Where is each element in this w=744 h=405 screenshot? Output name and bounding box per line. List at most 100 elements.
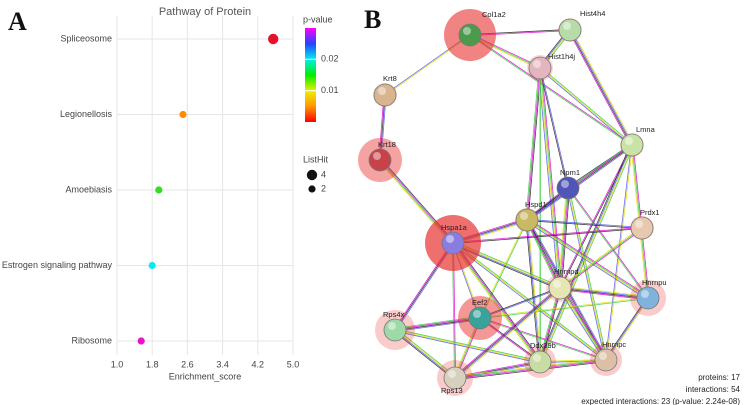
edge xyxy=(538,287,560,362)
node-label: Rps13 xyxy=(441,386,463,395)
node xyxy=(594,348,618,372)
node xyxy=(458,23,482,47)
edge xyxy=(605,297,649,361)
x-tick-label: 4.2 xyxy=(252,359,265,369)
edge xyxy=(527,219,643,228)
edge xyxy=(606,145,633,361)
edge xyxy=(539,68,632,147)
edge xyxy=(479,318,606,361)
panel-label: B xyxy=(364,5,381,34)
edge xyxy=(395,329,456,378)
node xyxy=(468,306,492,330)
edge xyxy=(540,67,569,188)
edge xyxy=(559,288,606,361)
legend-marker xyxy=(308,185,316,193)
edge xyxy=(525,67,540,220)
node-shine xyxy=(520,212,528,220)
edge xyxy=(560,145,633,289)
y-tick-label: Legionellosis xyxy=(60,109,113,119)
node xyxy=(528,56,552,80)
edge xyxy=(394,330,455,379)
edge xyxy=(540,145,633,363)
point xyxy=(268,33,279,45)
node-shine xyxy=(553,280,561,288)
edge xyxy=(526,220,642,229)
network-stat: interactions: 54 xyxy=(686,385,741,394)
point xyxy=(179,110,187,119)
x-tick-label: 2.6 xyxy=(181,359,194,369)
edge xyxy=(560,285,649,297)
edge xyxy=(453,286,560,378)
edge xyxy=(455,360,607,379)
edge xyxy=(526,220,648,299)
node xyxy=(441,231,465,255)
edge xyxy=(561,286,608,360)
edge xyxy=(480,317,607,360)
edge xyxy=(455,288,562,380)
node-shine xyxy=(448,370,456,378)
node xyxy=(548,276,572,300)
node-label: Hist1h4j xyxy=(548,52,575,61)
edge xyxy=(540,288,562,363)
edge xyxy=(541,67,563,288)
node xyxy=(515,208,539,232)
edge xyxy=(559,187,568,288)
edge xyxy=(539,144,632,362)
node-label: Col1a2 xyxy=(482,10,506,19)
edge xyxy=(541,145,634,363)
legend-marker xyxy=(306,169,318,181)
edge xyxy=(525,221,648,300)
x-tick-label: 5.0 xyxy=(287,359,300,369)
edge xyxy=(469,35,632,146)
edge xyxy=(454,287,560,378)
node xyxy=(368,148,392,172)
colorbar-tick-label: 0.01 xyxy=(321,85,339,95)
edge xyxy=(540,66,633,145)
edge xyxy=(560,287,607,360)
x-tick-label: 1.8 xyxy=(146,359,159,369)
edge xyxy=(568,30,631,146)
edge xyxy=(557,187,567,288)
node-label: Npm1 xyxy=(560,168,580,177)
edge xyxy=(539,287,561,363)
edge xyxy=(527,68,542,221)
edge xyxy=(604,297,648,360)
point xyxy=(137,337,145,345)
edge xyxy=(540,67,561,288)
y-tick-label: Spliceosome xyxy=(60,33,112,43)
node xyxy=(636,286,660,310)
node-label: Krt18 xyxy=(378,140,396,149)
edge xyxy=(394,329,541,363)
node xyxy=(620,133,644,157)
node-shine xyxy=(563,22,571,30)
edge xyxy=(452,242,607,361)
edge xyxy=(560,287,649,298)
colorbar xyxy=(305,28,316,122)
node-label: Hspd1 xyxy=(525,200,547,209)
edge xyxy=(527,218,650,297)
edge xyxy=(559,226,642,288)
node-shine xyxy=(388,322,396,330)
network-stat: expected interactions: 23 (p-value: 2.24… xyxy=(581,397,740,405)
node-label: Eef2 xyxy=(472,298,487,307)
colorbar-tick-label: 0.02 xyxy=(321,54,339,64)
node-label: Hnrnpu xyxy=(642,278,667,287)
node-label: Lmna xyxy=(636,125,656,134)
edge xyxy=(537,68,559,289)
edge xyxy=(560,228,643,290)
node xyxy=(556,176,580,200)
edge xyxy=(393,330,455,380)
node xyxy=(528,350,552,374)
node-shine xyxy=(378,87,386,95)
node-shine xyxy=(599,352,607,360)
network-stat: proteins: 17 xyxy=(698,373,740,382)
node-label: Hspa1a xyxy=(441,223,468,232)
edge xyxy=(452,227,642,243)
edge xyxy=(566,188,606,361)
legend-label: 2 xyxy=(321,183,326,193)
edge xyxy=(480,298,649,319)
edge xyxy=(559,289,648,301)
legend-title: ListHit xyxy=(303,154,329,164)
node-shine xyxy=(635,220,643,228)
